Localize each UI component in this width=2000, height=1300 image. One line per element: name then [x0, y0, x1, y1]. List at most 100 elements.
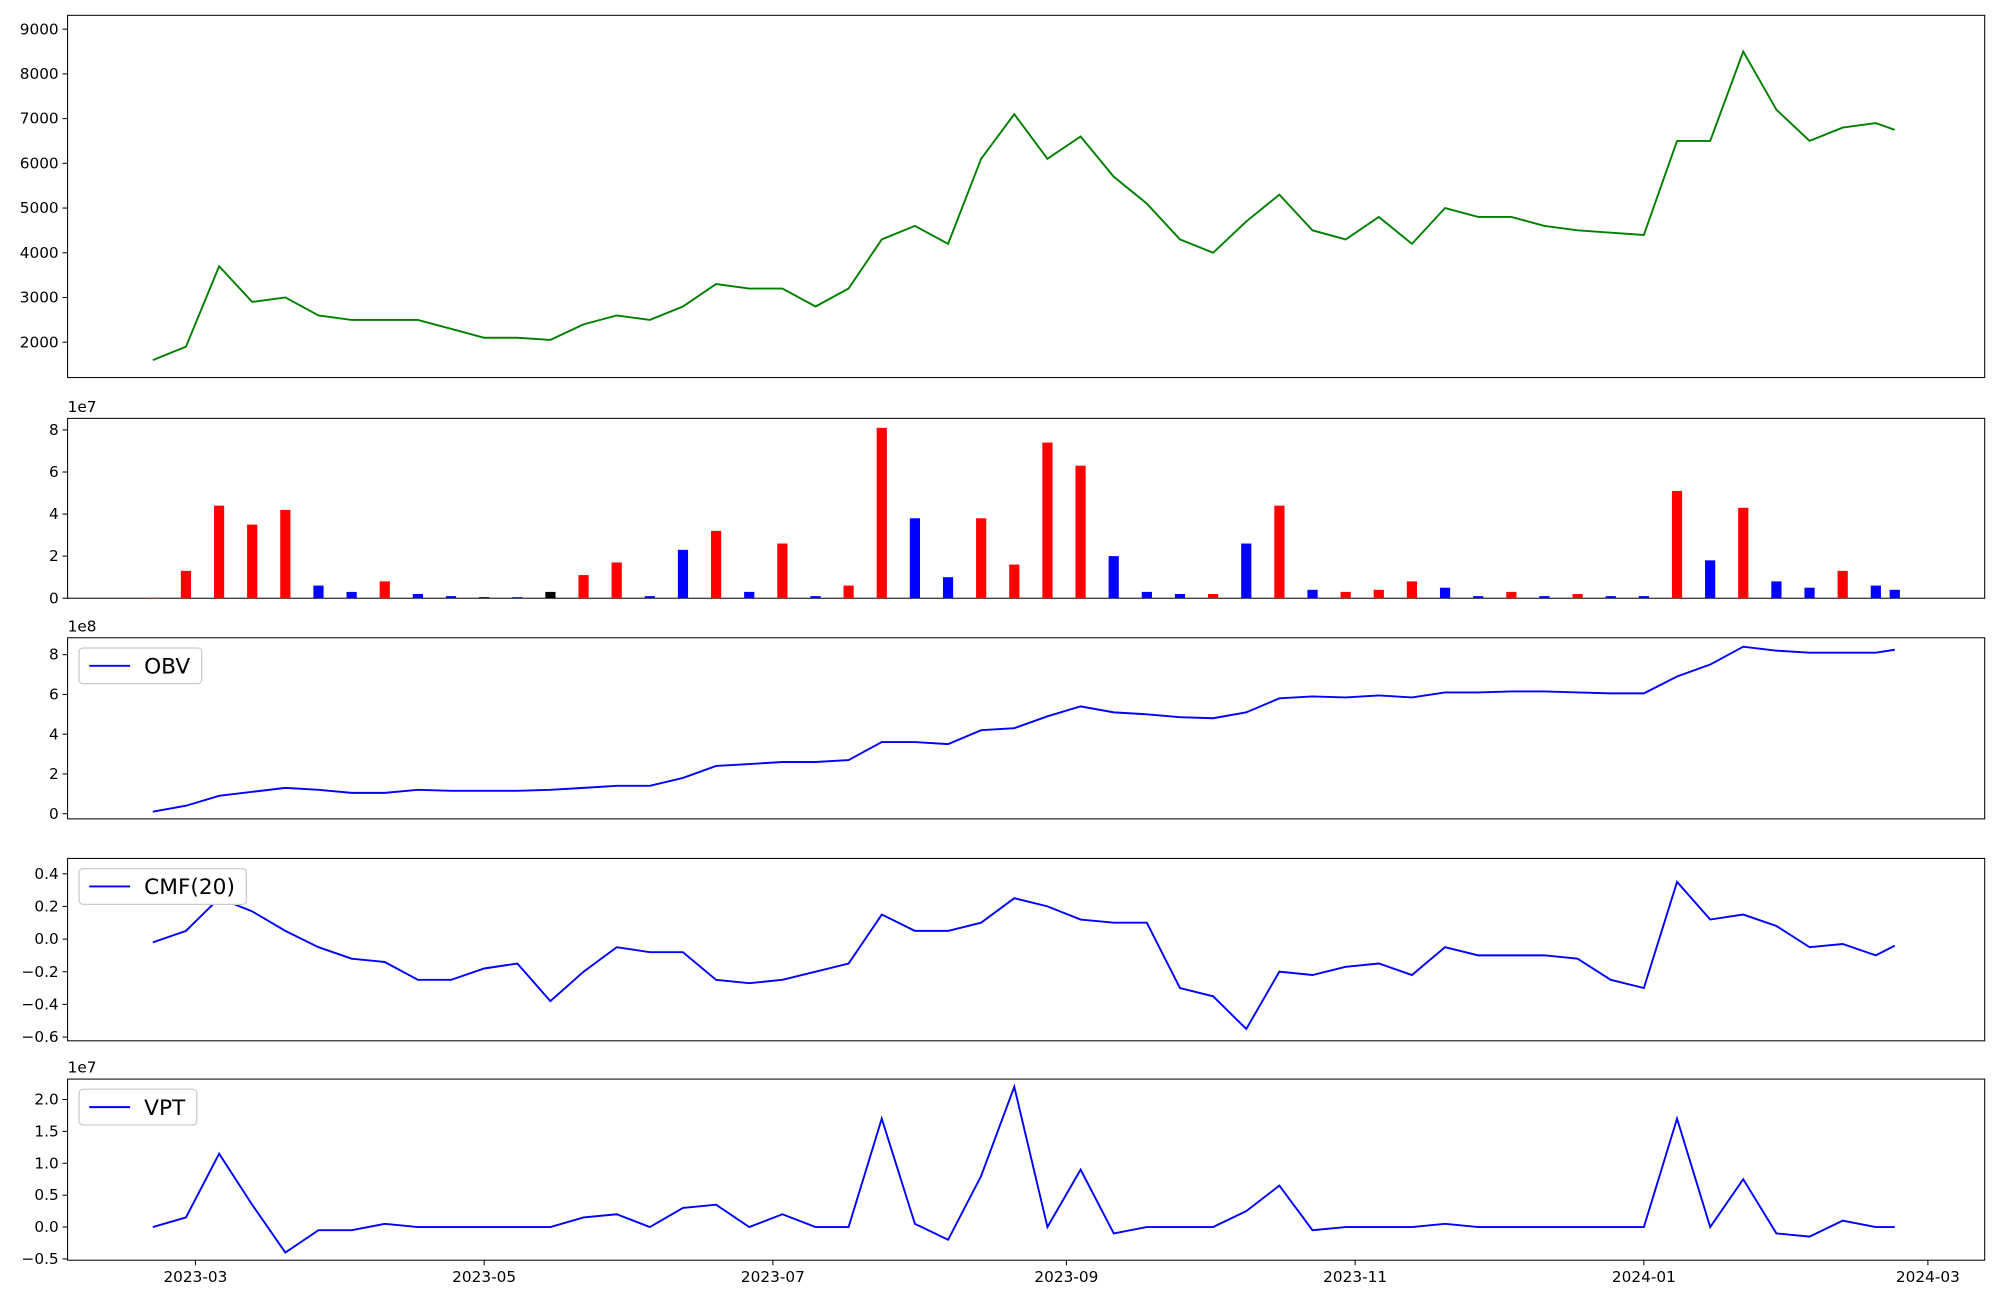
volume-bar	[280, 509, 291, 599]
volume-bar	[876, 427, 887, 599]
volume-bar	[1837, 570, 1848, 599]
volume-bar	[1771, 581, 1782, 599]
volume-bar	[1738, 507, 1749, 599]
volume-bar	[180, 570, 192, 599]
x-tick-label: 2023-11	[1323, 1268, 1387, 1286]
y-tick-label: −0.4	[22, 996, 59, 1014]
volume-bar	[578, 575, 589, 599]
volume-bar	[1804, 587, 1815, 599]
x-tick-label: 2023-03	[163, 1268, 227, 1286]
volume-bar	[1141, 591, 1152, 599]
volume-bar	[445, 596, 457, 599]
plot-frame	[67, 14, 1986, 379]
volume-bar	[1889, 589, 1900, 599]
x-tick-label: 2024-03	[1896, 1268, 1960, 1286]
volume-bar	[644, 596, 655, 599]
y-tick-label: 2	[49, 765, 59, 783]
y-tick-label: 4	[49, 725, 59, 743]
y-tick-label: 0.4	[34, 865, 58, 883]
volume-bar	[1307, 589, 1318, 599]
y-tick-label: 1.5	[34, 1122, 58, 1140]
legend-box	[78, 647, 203, 685]
volume-bar	[1208, 594, 1219, 599]
plot-frame	[67, 417, 1986, 599]
volume-bar	[1108, 556, 1119, 599]
volume-bar	[379, 581, 390, 599]
volume-bar	[1605, 596, 1616, 599]
volume-bar	[810, 596, 821, 599]
volume-bar	[1572, 594, 1583, 599]
volume-bar	[710, 530, 722, 599]
y-tick-label: 9000	[20, 20, 59, 38]
volume-bar	[1539, 596, 1550, 599]
y-tick-label: −0.6	[22, 1028, 59, 1046]
volume-bar	[1241, 543, 1252, 599]
volume-bar	[1042, 442, 1053, 599]
y-tick-label: 6	[49, 686, 59, 704]
volume-bar	[1340, 591, 1351, 599]
volume-bar	[313, 585, 324, 599]
x-tick-label: 2023-05	[452, 1268, 516, 1286]
data-line	[152, 49, 1896, 361]
volume-bar	[1638, 596, 1649, 599]
y-tick-label: 2.0	[34, 1091, 58, 1109]
axis-offset-label: 1e7	[68, 1059, 97, 1077]
volume-bar	[611, 562, 622, 599]
y-tick-label: 0	[49, 589, 59, 607]
data-line	[152, 1083, 1895, 1254]
y-tick-label: 4000	[20, 244, 59, 262]
volume-bar	[976, 518, 987, 599]
y-tick-label: 0.2	[34, 898, 58, 916]
volume-bar	[1506, 591, 1517, 599]
plot-frame	[67, 1078, 1986, 1261]
y-tick-label: 6000	[20, 154, 59, 172]
volume-bar	[545, 591, 556, 599]
plot-frame	[67, 637, 1986, 820]
volume-bar	[677, 549, 689, 599]
y-tick-label: 3000	[20, 289, 59, 307]
y-tick-label: −0.2	[22, 963, 59, 981]
volume-bar	[213, 505, 225, 599]
volume-bar	[909, 518, 921, 599]
y-tick-label: 8	[49, 421, 59, 439]
volume-bar	[1174, 594, 1186, 599]
volume-bar	[1075, 465, 1086, 599]
y-tick-label: 0.0	[34, 1218, 58, 1236]
axis-offset-label: 1e7	[68, 398, 97, 416]
volume-bar	[247, 524, 258, 599]
volume-bar	[512, 597, 523, 599]
y-tick-label: 1.0	[34, 1154, 58, 1172]
x-tick-label: 2023-07	[741, 1268, 805, 1286]
x-tick-label: 2023-09	[1034, 1268, 1098, 1286]
y-tick-label: 8	[49, 646, 59, 664]
data-line	[152, 879, 1896, 1031]
y-tick-label: 4	[49, 505, 59, 523]
y-tick-label: 6	[49, 463, 59, 481]
volume-bar	[479, 597, 490, 599]
volume-bar	[1705, 560, 1716, 599]
y-tick-label: 0.0	[34, 930, 58, 948]
y-tick-label: 0.5	[34, 1186, 58, 1204]
volume-bar	[1671, 490, 1683, 599]
volume-bar	[777, 543, 788, 599]
volume-bar	[744, 591, 755, 599]
volume-bar	[346, 591, 357, 599]
legend-label: VPT	[144, 1096, 186, 1121]
volume-bar	[1274, 505, 1285, 599]
y-tick-label: 7000	[20, 110, 59, 128]
legend-label: CMF(20)	[144, 875, 235, 900]
volume-bar	[1870, 585, 1881, 599]
volume-bar	[1473, 596, 1484, 599]
y-tick-label: 8000	[20, 65, 59, 83]
volume-bar	[942, 577, 954, 599]
data-line	[152, 645, 1895, 813]
plot-frame	[67, 857, 1986, 1042]
y-tick-label: −0.5	[22, 1250, 59, 1268]
y-tick-label: 0	[49, 805, 59, 823]
y-tick-label: 2000	[20, 333, 59, 351]
volume-bar	[843, 585, 854, 599]
axis-offset-label: 1e8	[68, 617, 97, 635]
legend-box	[78, 867, 248, 905]
